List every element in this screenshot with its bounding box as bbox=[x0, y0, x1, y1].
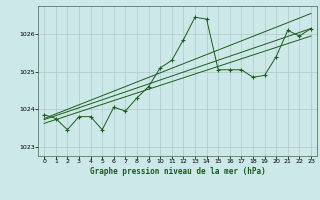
X-axis label: Graphe pression niveau de la mer (hPa): Graphe pression niveau de la mer (hPa) bbox=[90, 167, 266, 176]
